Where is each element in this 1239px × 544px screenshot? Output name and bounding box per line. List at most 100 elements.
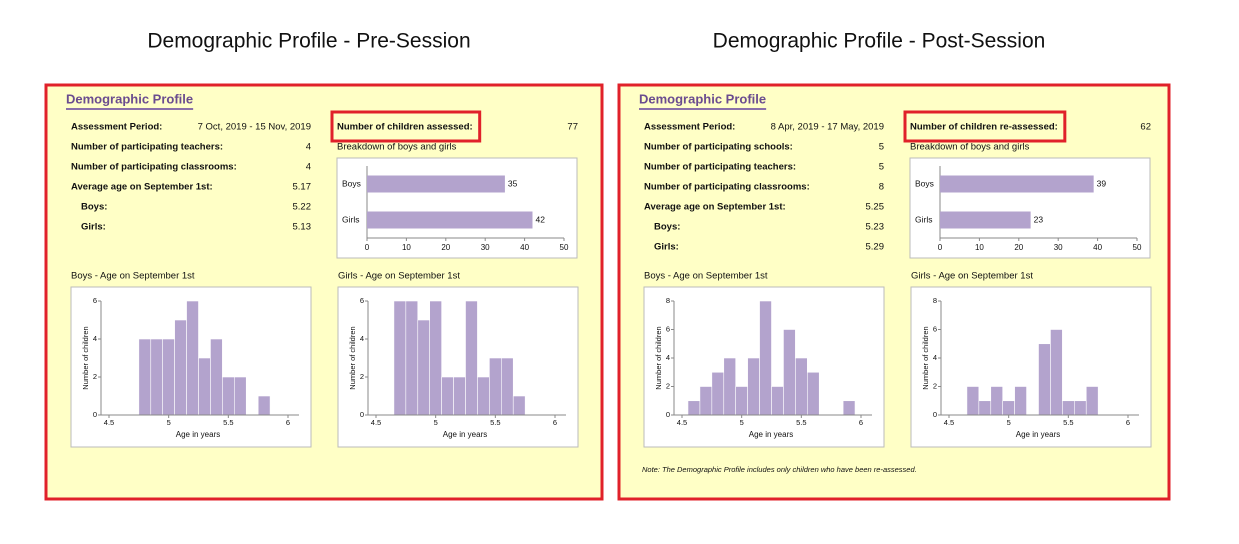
x-tick-label: 20: [1014, 243, 1023, 252]
x-tick-label: 0: [365, 243, 370, 252]
x-axis-label: Age in years: [443, 430, 487, 439]
stat-label: Assessment Period:: [644, 122, 735, 133]
y-tick-label: 2: [933, 381, 937, 390]
stat-value: 4: [306, 162, 311, 173]
x-tick-label: 0: [938, 243, 943, 252]
histogram-bar: [162, 338, 175, 416]
data-label: 23: [1034, 214, 1044, 224]
x-tick-label: 6: [553, 418, 557, 427]
chart-title: Breakdown of boys and girls: [337, 142, 457, 153]
bar: [367, 211, 533, 229]
histogram-bar: [465, 300, 478, 416]
stat-value: 8: [879, 182, 884, 193]
histogram-bar: [687, 400, 701, 416]
histogram-bar: [489, 357, 502, 416]
histogram-bar: [771, 386, 784, 416]
y-tick-label: 2: [666, 381, 670, 390]
y-axis-label: Number of children: [654, 326, 663, 389]
stat-label: Boys:: [81, 202, 107, 213]
stat-label: Average age on September 1st:: [644, 202, 786, 213]
histogram-bar: [500, 357, 514, 416]
histogram-bar: [1038, 343, 1051, 416]
stat-label: Number of participating classrooms:: [644, 182, 810, 193]
histogram-bar: [759, 300, 772, 416]
chart-box: [910, 286, 1152, 448]
stat-label: Average age on September 1st:: [71, 182, 213, 193]
chart-title: Boys - Age on September 1st: [644, 271, 768, 282]
stat-value: 5.25: [866, 202, 885, 213]
histogram-bar: [257, 395, 271, 416]
stat-label: Number of participating teachers:: [644, 162, 796, 173]
y-tick-label: 4: [360, 334, 364, 343]
x-axis-label: Age in years: [176, 430, 220, 439]
histogram-bar: [699, 386, 713, 416]
x-tick-label: 6: [286, 418, 290, 427]
x-tick-label: 40: [520, 243, 529, 252]
histogram-bar: [1002, 400, 1015, 416]
x-tick-label: 30: [481, 243, 490, 252]
histogram-bar: [417, 319, 430, 416]
histogram-bar: [198, 357, 211, 416]
section-heading: Demographic Profile - Post-Session: [713, 30, 1046, 53]
stat-label: Number of participating schools:: [644, 142, 793, 153]
stat-label: Girls:: [654, 242, 679, 253]
y-tick-label: 4: [93, 334, 97, 343]
x-tick-label: 4.5: [371, 418, 381, 427]
y-tick-label: 8: [666, 296, 670, 305]
children-label: Number of children re-assessed:: [910, 122, 1058, 133]
histogram-bar: [405, 300, 419, 416]
stat-value: 8 Apr, 2019 - 17 May, 2019: [771, 122, 884, 133]
histogram-bar: [477, 376, 490, 416]
histogram-bar: [711, 371, 725, 416]
stat-label: Number of participating teachers:: [71, 142, 223, 153]
histogram-bar: [1074, 400, 1087, 416]
histogram-bar: [966, 386, 980, 416]
stat-value: 5: [879, 162, 884, 173]
histogram-bar: [186, 300, 199, 416]
histogram-bar: [174, 319, 187, 416]
y-tick-label: 4: [666, 353, 670, 362]
y-tick-label: 8: [933, 296, 937, 305]
histogram-bar: [453, 376, 466, 416]
x-tick-label: 40: [1093, 243, 1102, 252]
chart-box: [909, 157, 1151, 259]
stat-label: Boys:: [654, 222, 680, 233]
stat-value: 5.23: [866, 222, 885, 233]
y-tick-label: 4: [933, 353, 937, 362]
y-tick-label: 0: [360, 410, 364, 419]
category-label: Girls: [342, 214, 359, 224]
x-tick-label: 30: [1054, 243, 1063, 252]
stat-label: Girls:: [81, 222, 106, 233]
x-tick-label: 5.5: [796, 418, 806, 427]
x-tick-label: 10: [402, 243, 411, 252]
bar: [940, 175, 1094, 193]
highlight-box: [903, 110, 1067, 143]
stat-value: 5.22: [293, 202, 312, 213]
stat-value: 5.13: [293, 222, 312, 233]
data-label: 39: [1097, 178, 1107, 188]
histogram-bar: [512, 395, 526, 416]
x-tick-label: 6: [1126, 418, 1130, 427]
y-tick-label: 6: [666, 324, 670, 333]
x-tick-label: 50: [560, 243, 569, 252]
x-tick-label: 20: [441, 243, 450, 252]
section-heading: Demographic Profile - Pre-Session: [147, 30, 470, 53]
histogram-bar: [222, 376, 235, 416]
profile-title: Demographic Profile: [639, 91, 766, 106]
histogram-bar: [723, 357, 736, 416]
stat-label: Assessment Period:: [71, 122, 162, 133]
x-tick-label: 5: [740, 418, 744, 427]
histogram-bar: [1014, 386, 1027, 416]
x-tick-label: 5.5: [1063, 418, 1073, 427]
histogram-bar: [795, 357, 808, 416]
bar: [940, 211, 1031, 229]
histogram-bar: [210, 338, 223, 416]
stat-value: 5.17: [293, 182, 312, 193]
y-tick-label: 6: [93, 296, 97, 305]
histogram-bar: [747, 357, 760, 416]
x-tick-label: 5: [434, 418, 438, 427]
histogram-bar: [842, 400, 856, 416]
category-label: Girls: [915, 214, 932, 224]
histogram-bar: [806, 371, 820, 416]
